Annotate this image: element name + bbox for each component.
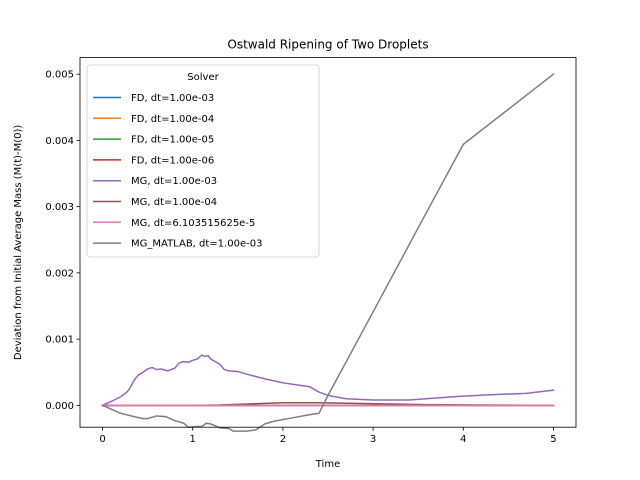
legend-label: FD, dt=1.00e-04 (131, 114, 214, 125)
y-tick-label: 0.004 (45, 136, 74, 147)
y-tick-label: 0.003 (45, 202, 74, 213)
x-tick-label: 1 (190, 434, 196, 445)
legend-label: MG, dt=1.00e-04 (131, 197, 217, 208)
legend-label: MG_MATLAB, dt=1.00e-03 (131, 239, 262, 250)
chart-title: Ostwald Ripening of Two Droplets (227, 38, 428, 52)
x-tick-label: 0 (99, 434, 105, 445)
legend-label: FD, dt=1.00e-06 (131, 155, 214, 166)
y-tick-label: 0.001 (45, 335, 74, 346)
legend-items: FD, dt=1.00e-03 FD, dt=1.00e-04 FD, dt=1.0… (93, 93, 262, 250)
y-tick-label: 0.000 (45, 401, 74, 412)
series-line (101, 354, 555, 407)
y-axis-label: Deviation from Initial Average Mass (M(t… (13, 125, 24, 361)
plot-lines (101, 73, 555, 432)
x-axis: 0 1 2 3 4 5 (99, 427, 557, 445)
legend-label: FD, dt=1.00e-03 (131, 93, 214, 104)
x-tick-label: 2 (280, 434, 286, 445)
x-axis-label: Time (315, 459, 340, 470)
y-axis: 0.000 0.001 0.002 0.003 0.004 0.005 (45, 70, 80, 412)
plot-frame (79, 57, 577, 428)
x-tick-label: 3 (370, 434, 376, 445)
x-tick-label: 4 (460, 434, 466, 445)
y-tick-label: 0.002 (45, 268, 74, 279)
legend-label: FD, dt=1.00e-05 (131, 135, 214, 146)
legend-label: MG, dt=6.103515625e-5 (131, 218, 255, 229)
y-tick-label: 0.005 (45, 70, 74, 81)
x-tick-label: 5 (550, 434, 556, 445)
legend-title: Solver (187, 72, 219, 83)
series-line (101, 73, 555, 432)
legend-box (86, 64, 320, 258)
legend-label: MG, dt=1.00e-03 (131, 176, 217, 187)
